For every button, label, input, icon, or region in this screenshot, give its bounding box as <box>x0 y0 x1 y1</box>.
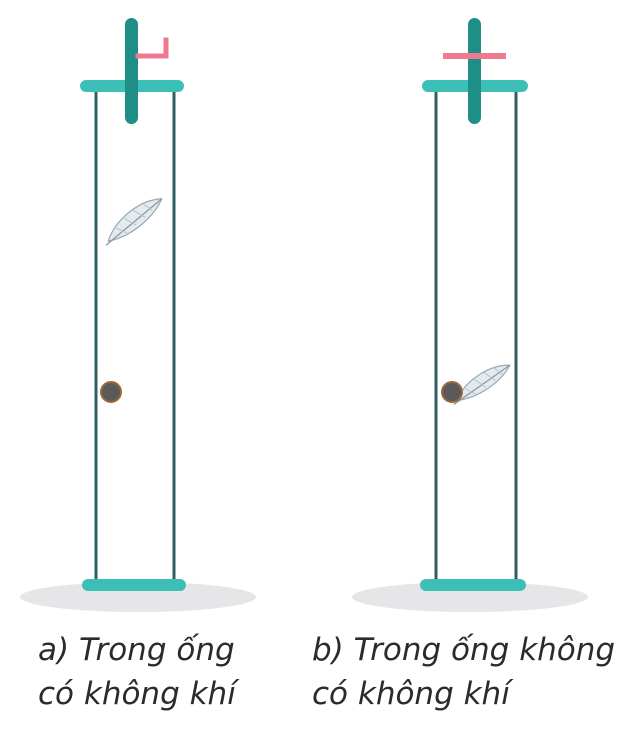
tube-a-bottom-base <box>82 579 186 591</box>
caption-a: a) Trong ống có không khí <box>38 628 236 716</box>
caption-b-line-1: b) Trong ống không <box>312 632 616 668</box>
ball-a <box>100 381 122 403</box>
tube-b-valve-handle-closed <box>443 53 506 59</box>
tube-b-valve-stem <box>468 18 481 124</box>
feather-icon <box>105 198 163 246</box>
tube-a-valve-stem <box>125 18 138 124</box>
tube-b-shadow <box>352 582 588 612</box>
tube-a <box>20 18 256 612</box>
caption-a-line-1: a) Trong ống <box>38 632 235 668</box>
caption-b-line-2: có không khí <box>312 676 510 712</box>
ball-b <box>441 381 463 403</box>
tube-a-shadow <box>20 582 256 612</box>
caption-a-line-2: có không khí <box>38 676 236 712</box>
tube-a-valve-handle-open <box>135 37 169 59</box>
tube-b-bottom-base <box>420 579 526 591</box>
tube-b <box>352 18 588 612</box>
caption-b: b) Trong ống không có không khí <box>312 628 615 716</box>
feather-icon <box>453 364 511 405</box>
